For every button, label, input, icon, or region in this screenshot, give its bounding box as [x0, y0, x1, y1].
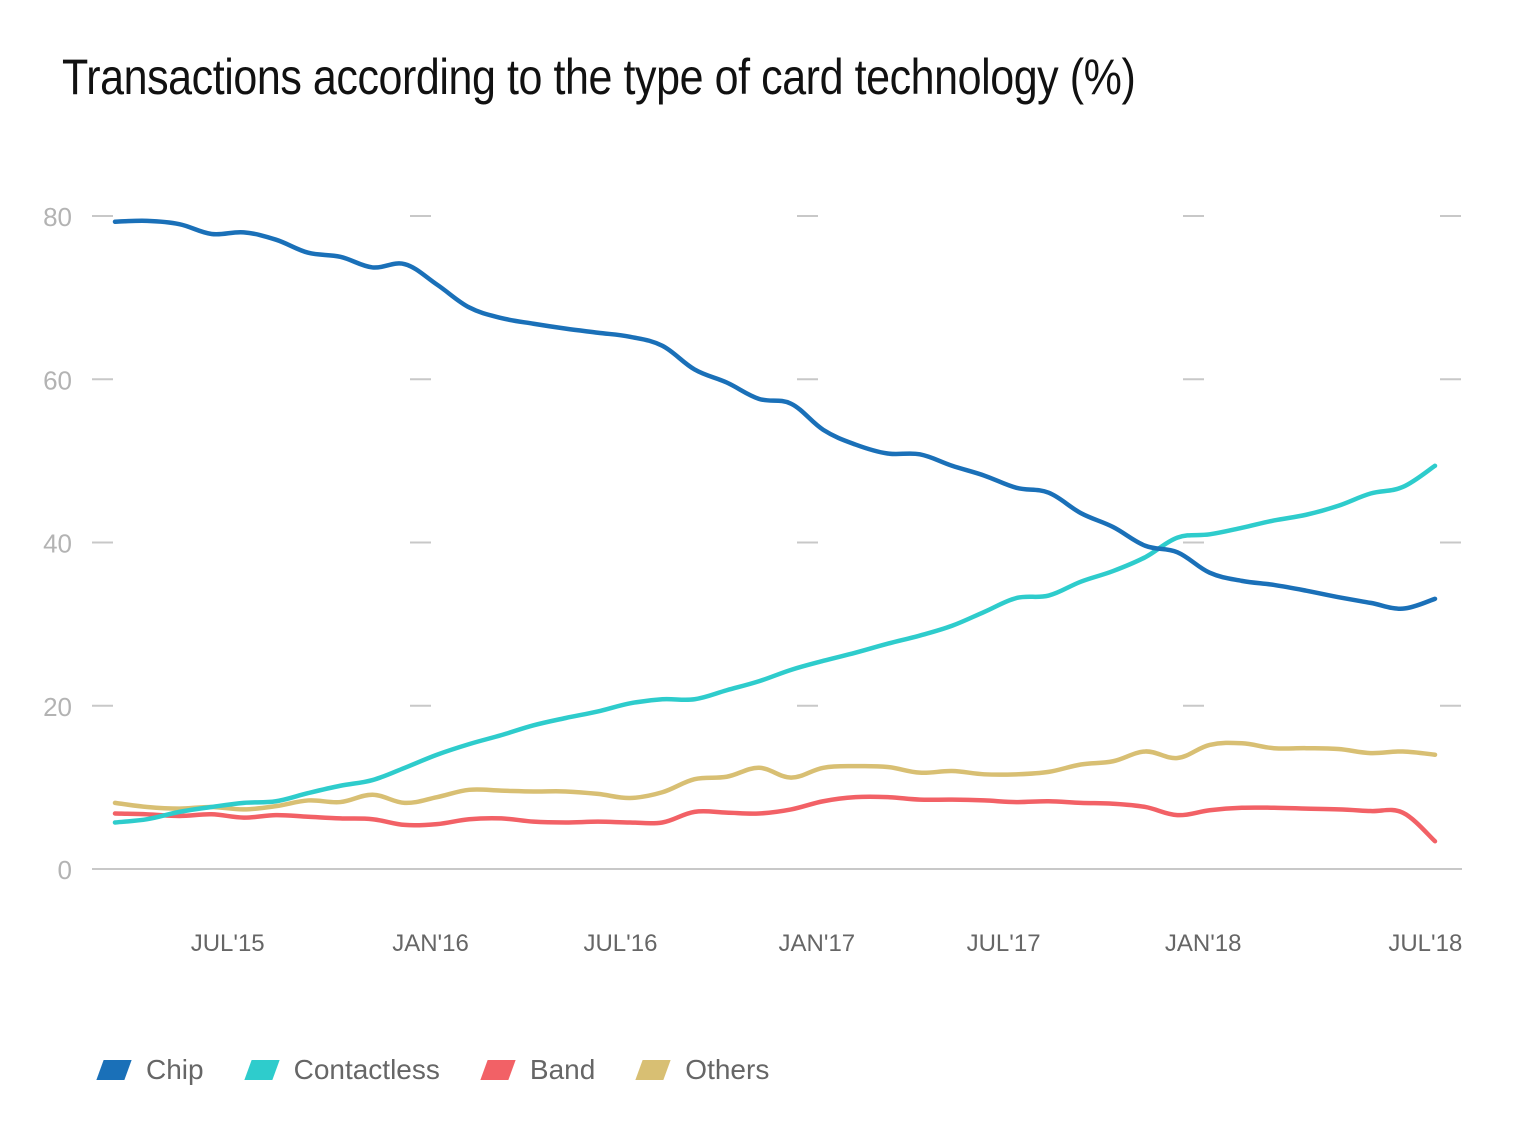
legend-label-band: Band — [529, 1054, 596, 1085]
x-tick-label: JUL'17 — [967, 930, 1041, 957]
series-line-others — [112, 740, 1438, 812]
x-tick-label: JUL'15 — [191, 930, 265, 957]
x-tick-label: JAN'18 — [1165, 930, 1242, 957]
x-tick-label: JAN'17 — [779, 930, 856, 957]
chart-title: Transactions according to the type of ca… — [62, 49, 1136, 105]
legend: Chip Contactless Band Others — [96, 1054, 809, 1086]
y-tick-label: 40 — [43, 529, 72, 559]
series-line-chip — [112, 218, 1438, 611]
legend-swatch-band — [480, 1060, 516, 1080]
x-tick-label: JUL'18 — [1388, 930, 1462, 957]
legend-swatch-chip — [96, 1060, 132, 1080]
series-line-band — [112, 794, 1438, 844]
legend-label-chip: Chip — [146, 1054, 204, 1085]
x-tick-label: JUL'16 — [583, 930, 657, 957]
legend-label-others: Others — [685, 1054, 770, 1085]
legend-item-contactless: Contactless — [243, 1054, 440, 1086]
legend-label-contactless: Contactless — [293, 1054, 440, 1085]
y-tick-label: 0 — [58, 855, 72, 885]
gridlines — [92, 215, 1461, 707]
x-axis-ticks: JUL'15 JAN'16 JUL'16 JAN'17 JUL'17 JAN'18 JUL'… — [191, 930, 1463, 957]
legend-item-band: Band — [480, 1054, 595, 1086]
legend-swatch-contactless — [243, 1060, 280, 1080]
y-axis-ticks: 0 20 40 60 80 — [43, 202, 72, 885]
y-tick-label: 20 — [43, 692, 72, 722]
y-tick-label: 80 — [43, 202, 72, 232]
series-line-contactless — [112, 463, 1438, 825]
legend-item-chip: Chip — [96, 1054, 204, 1086]
x-tick-label: JAN'16 — [392, 930, 469, 957]
series-lines — [112, 218, 1438, 844]
legend-item-others: Others — [635, 1054, 769, 1086]
y-tick-label: 60 — [43, 365, 72, 395]
legend-swatch-others — [635, 1060, 671, 1080]
